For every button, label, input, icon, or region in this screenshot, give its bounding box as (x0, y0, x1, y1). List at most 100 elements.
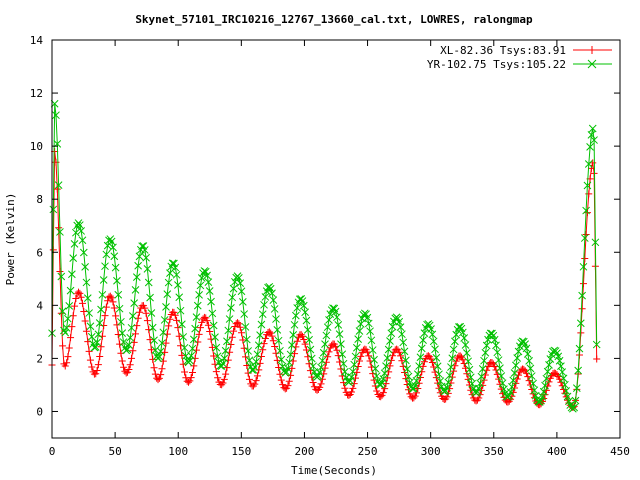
data-point (506, 388, 515, 396)
data-point (142, 253, 150, 262)
data-point (104, 297, 112, 305)
data-point (209, 321, 218, 330)
data-point (474, 384, 483, 393)
data-point (493, 348, 502, 357)
data-point (52, 111, 60, 120)
data-point (292, 311, 300, 320)
data-point (235, 274, 243, 282)
data-point (334, 321, 343, 329)
data-point (289, 331, 298, 339)
data-point (195, 330, 203, 338)
data-point (412, 376, 421, 385)
data-point (482, 341, 491, 350)
data-point (538, 392, 547, 401)
data-point (149, 355, 157, 363)
data-point (395, 348, 403, 356)
data-point (432, 353, 441, 362)
data-point (135, 308, 143, 316)
data-point (381, 385, 389, 393)
data-point (109, 298, 117, 306)
data-point (478, 365, 487, 373)
x-tick-label: 250 (358, 445, 378, 458)
data-point (83, 294, 92, 303)
data-point (348, 367, 357, 376)
data-point (585, 190, 593, 198)
data-point (213, 352, 222, 361)
data-point (77, 227, 86, 235)
data-point (98, 290, 107, 299)
data-point (130, 299, 139, 307)
data-point (543, 367, 552, 376)
data-point (193, 301, 202, 310)
data-point (508, 382, 516, 391)
data-point (444, 378, 453, 387)
data-point (492, 341, 500, 350)
data-point (265, 328, 273, 336)
data-point (558, 368, 567, 376)
data-point (302, 316, 311, 325)
data-point (128, 312, 137, 320)
data-point (284, 382, 292, 390)
data-point (285, 377, 293, 385)
data-point (79, 248, 88, 257)
data-point (219, 379, 227, 387)
data-point (188, 368, 196, 376)
data-point (93, 338, 101, 347)
x-tick-label: 400 (547, 445, 567, 458)
data-point (203, 271, 211, 280)
y-tick-label: 2 (36, 352, 43, 365)
data-point (138, 242, 146, 251)
data-point (416, 374, 424, 382)
data-point (491, 362, 499, 370)
data-point (468, 379, 476, 388)
data-point (178, 320, 186, 329)
data-point (497, 372, 506, 380)
data-point (350, 360, 359, 369)
data-point (539, 387, 548, 396)
data-point (576, 319, 585, 328)
data-point (80, 307, 88, 315)
data-point (465, 365, 474, 374)
data-point (579, 262, 588, 271)
data-point (526, 364, 535, 373)
y-tick-label: 6 (36, 246, 43, 259)
data-point (91, 343, 100, 351)
data-point (82, 278, 91, 287)
data-point (164, 278, 173, 287)
data-point (95, 319, 104, 327)
data-point (231, 323, 239, 331)
data-point (521, 340, 529, 349)
data-point (57, 272, 66, 281)
data-point (218, 381, 226, 389)
legend-label: YR-102.75 Tsys:105.22 (427, 58, 566, 71)
data-point (228, 293, 237, 302)
data-point (227, 340, 235, 348)
data-point (99, 276, 108, 284)
data-point (498, 379, 507, 387)
data-point (171, 311, 179, 319)
data-point (222, 370, 230, 378)
data-point (335, 330, 344, 338)
data-point (583, 181, 592, 190)
data-point (419, 362, 427, 370)
data-point (353, 368, 361, 376)
data-point (305, 335, 313, 344)
data-point (484, 335, 492, 344)
data-point (337, 340, 345, 349)
data-point (120, 363, 128, 371)
data-point (212, 343, 221, 352)
data-point (447, 363, 455, 371)
data-point (174, 324, 182, 332)
data-point (545, 361, 553, 369)
data-point (56, 268, 64, 276)
data-point (525, 356, 533, 365)
data-point (301, 340, 309, 348)
data-point (156, 347, 165, 356)
data-point (384, 345, 393, 354)
data-point (341, 367, 349, 376)
data-point (268, 332, 276, 340)
data-point (206, 328, 214, 336)
data-point (427, 355, 435, 363)
data-point (241, 353, 249, 361)
data-point (118, 357, 126, 365)
